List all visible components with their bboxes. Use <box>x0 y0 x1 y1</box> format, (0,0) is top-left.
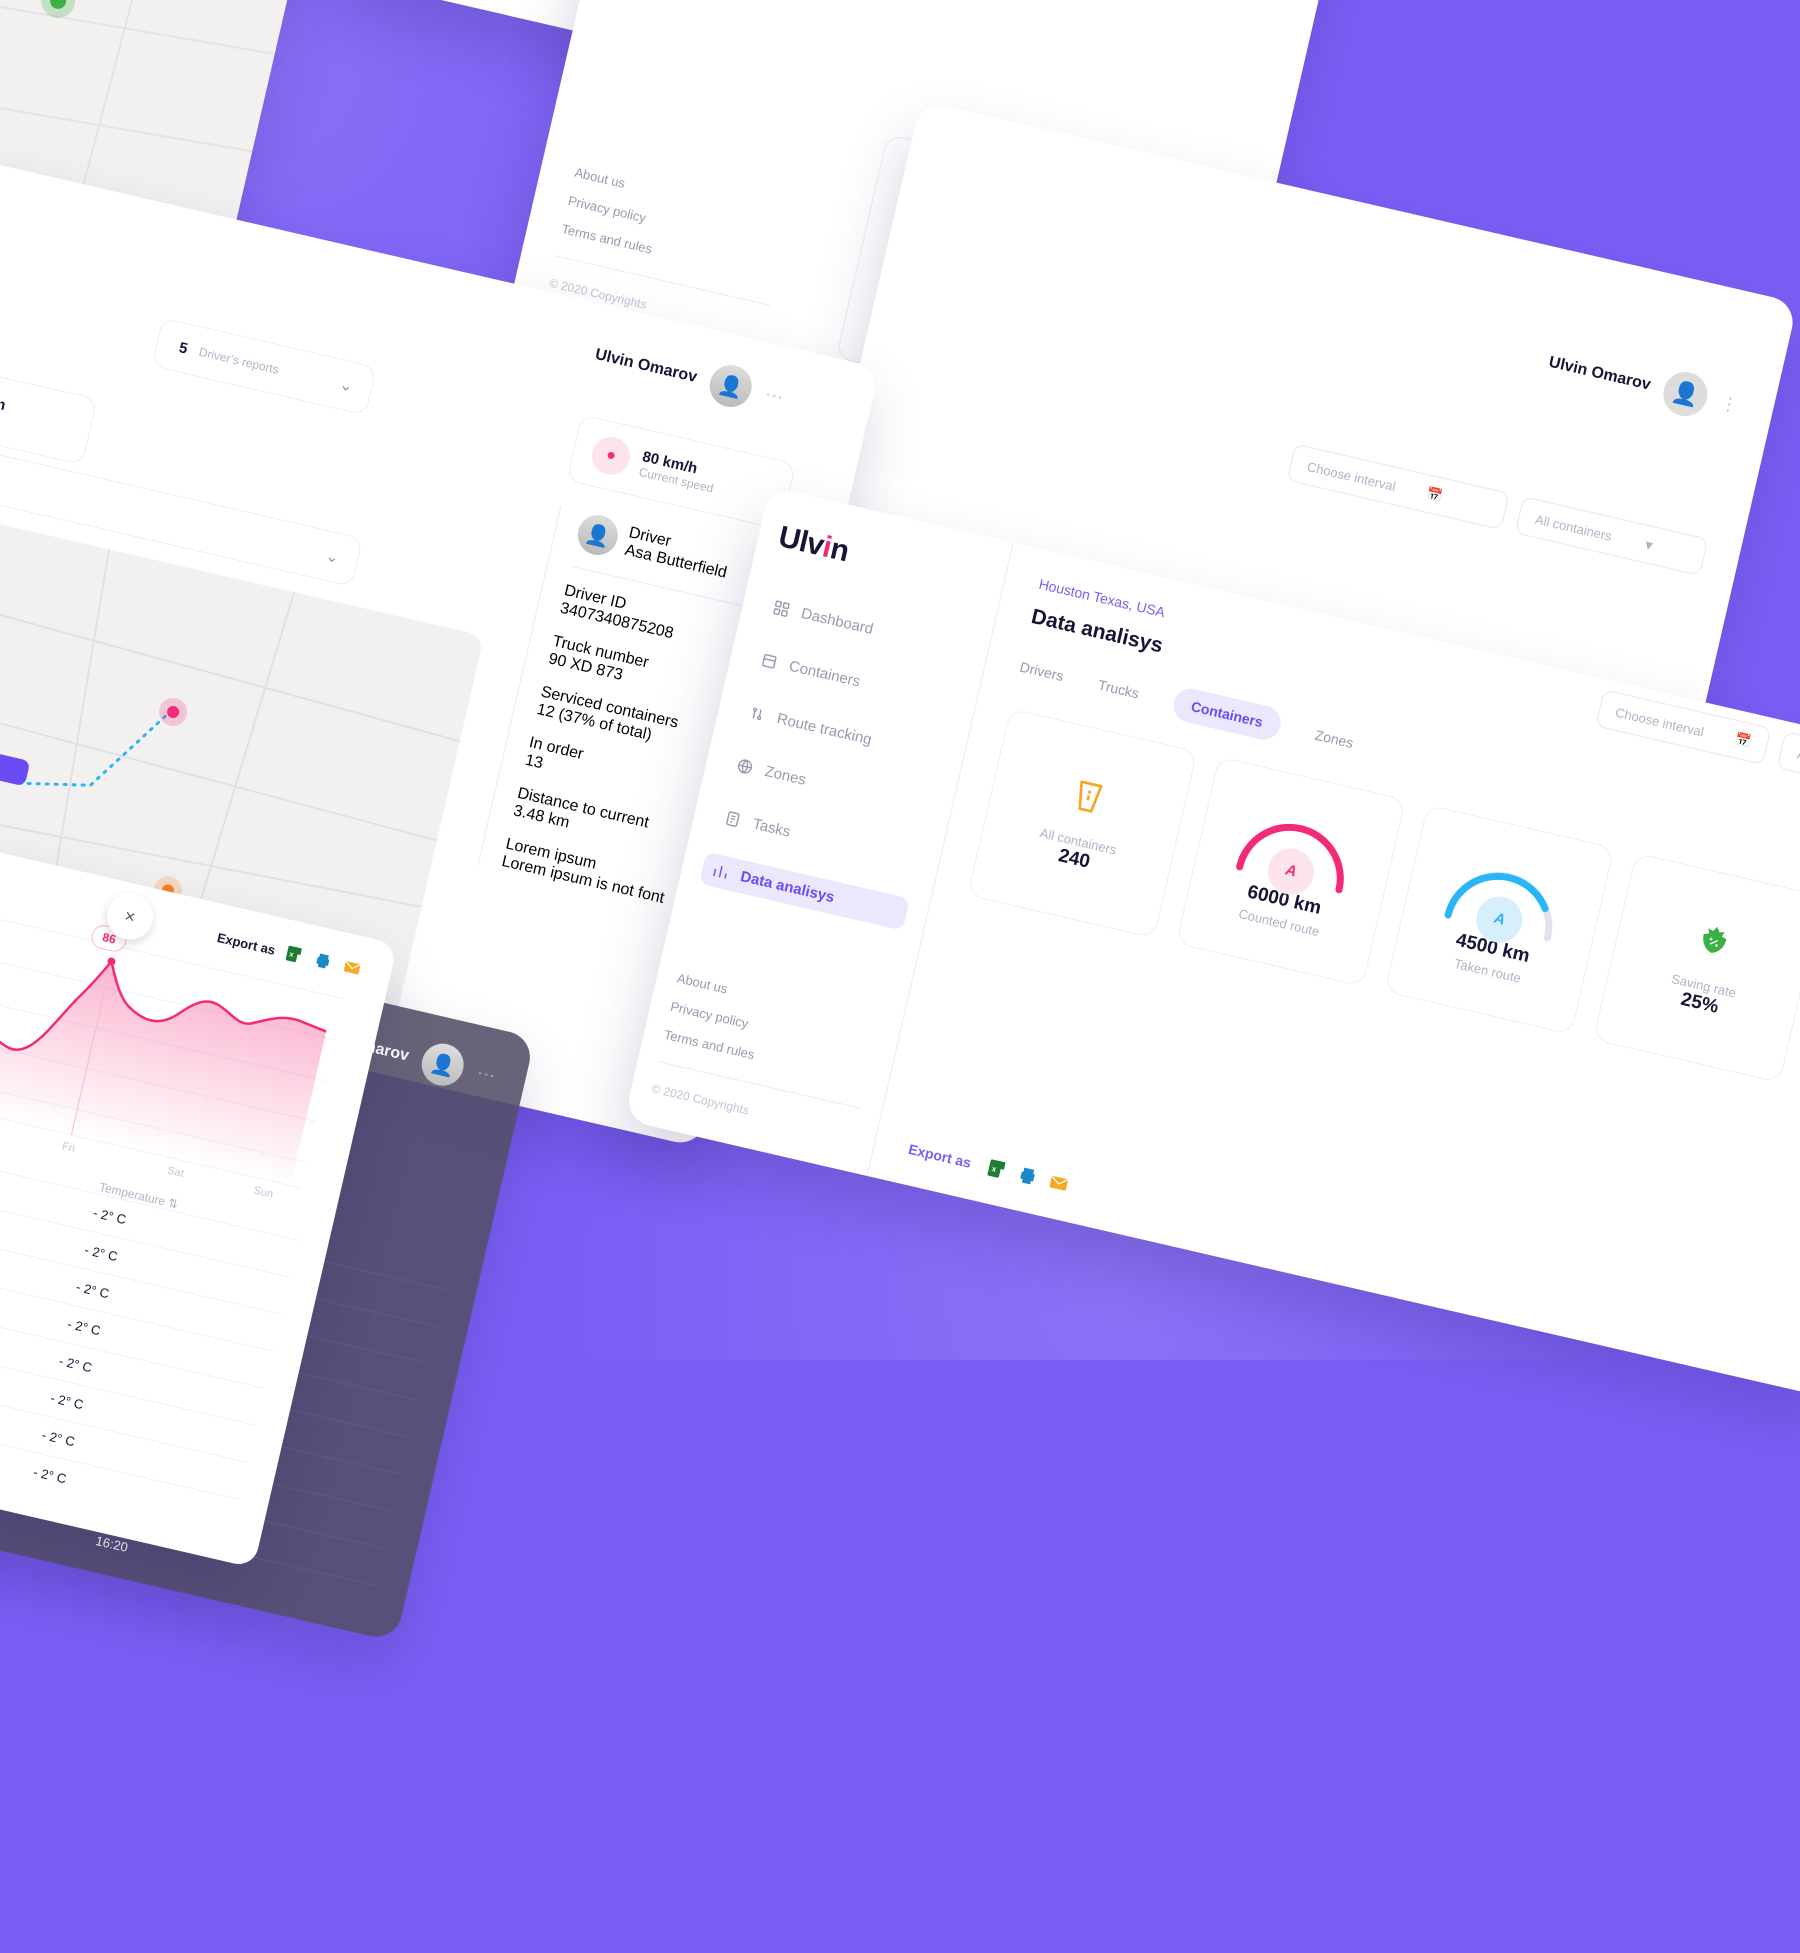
svg-text:Sat: Sat <box>166 1165 185 1180</box>
svg-text:Sun: Sun <box>252 1185 274 1201</box>
svg-text:Fri: Fri <box>61 1140 76 1155</box>
